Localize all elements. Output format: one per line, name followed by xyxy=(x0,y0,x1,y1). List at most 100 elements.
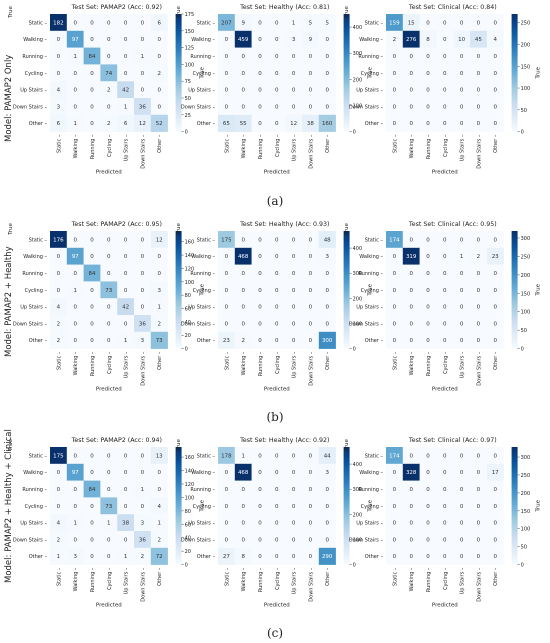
heatmap-cell xyxy=(402,447,420,465)
y-tick-label: Cycling – xyxy=(361,288,384,294)
cell-value: 0 xyxy=(393,88,397,94)
x-tick-label: Static – xyxy=(392,351,398,370)
heatmap-cell xyxy=(100,480,118,498)
x-tick-label: Other – xyxy=(493,567,499,586)
heatmap-cell xyxy=(251,47,269,65)
cell-value: 0 xyxy=(409,521,413,527)
cell-value: 65 xyxy=(223,121,230,127)
cell-value: 0 xyxy=(292,104,296,110)
heatmap-cell xyxy=(150,247,168,265)
x-tick-label: Walking – xyxy=(73,351,79,375)
colorbar-tick-label: 250 xyxy=(521,473,531,479)
cell-value: 0 xyxy=(409,104,413,110)
cell-value: 0 xyxy=(426,321,430,327)
cell-value: 0 xyxy=(57,271,61,277)
heatmap-cell xyxy=(251,281,269,299)
heatmap-cell xyxy=(251,315,269,333)
cell-value: 0 xyxy=(409,487,413,493)
heatmap-cell xyxy=(318,514,336,532)
colorbar-tick-label: 0 xyxy=(353,563,356,569)
cell-value: 0 xyxy=(241,104,245,110)
x-axis-label: Predicted xyxy=(96,387,122,393)
cell-value: 0 xyxy=(493,537,497,543)
cell-value: 0 xyxy=(477,271,481,277)
x-tick-label: Up Stairs – xyxy=(460,351,466,378)
cm-1-1: Test Set: Healthy (Acc: 0.93) 175 0 0 0 0 0 48 0… xyxy=(176,221,374,393)
x-axis-label: Predicted xyxy=(432,170,458,176)
colorbar-tick-label: 200 xyxy=(521,273,531,279)
heatmap-cell xyxy=(285,98,303,116)
heatmap-cell xyxy=(402,315,420,333)
cell-value: 0 xyxy=(73,237,77,243)
cell-value: 0 xyxy=(443,504,447,510)
cell-value: 2 xyxy=(141,554,145,560)
heatmap-cell xyxy=(150,64,168,82)
cell-value: 0 xyxy=(107,487,111,493)
x-tick-label: Walking – xyxy=(241,567,247,591)
heatmap-cell xyxy=(134,298,152,316)
heatmap-cell xyxy=(285,247,303,265)
cell-value: 97 xyxy=(72,254,79,260)
x-tick-label: Running – xyxy=(258,134,264,159)
cell-value: 0 xyxy=(493,338,497,344)
heatmap-cell xyxy=(251,447,269,465)
cell-value: 175 xyxy=(53,453,64,459)
heatmap-cell xyxy=(453,64,471,82)
cell-value: 1 xyxy=(141,54,145,60)
heatmap-cell xyxy=(218,480,236,498)
cell-value: 74 xyxy=(105,71,112,77)
y-tick-label: Up Stairs – xyxy=(188,305,215,311)
cell-value: 174 xyxy=(389,237,400,243)
y-tick-label: Running – xyxy=(22,54,47,60)
heatmap-cell xyxy=(117,298,135,316)
cell-value: 0 xyxy=(325,321,329,327)
heatmap-cell xyxy=(402,331,420,349)
heatmap-cell xyxy=(486,531,504,549)
x-axis-label: Predicted xyxy=(432,603,458,609)
cell-value: 4 xyxy=(57,305,61,311)
cell-value: 5 xyxy=(309,20,313,26)
cell-value: 0 xyxy=(309,554,313,560)
heatmap-cell xyxy=(66,247,84,265)
cell-value: 0 xyxy=(443,271,447,277)
colorbar-tick-label: 120 xyxy=(185,266,195,272)
heatmap-cell xyxy=(218,64,236,82)
cell-value: 0 xyxy=(90,338,94,344)
heatmap-cell xyxy=(50,514,68,532)
heatmap-cell xyxy=(302,231,320,249)
heatmap-cell xyxy=(419,231,437,249)
heatmap-cell xyxy=(436,531,454,549)
heatmap-cell xyxy=(218,447,236,465)
heatmap-cell xyxy=(218,531,236,549)
y-tick-label: Other – xyxy=(197,338,216,344)
x-tick-label: Other – xyxy=(157,134,163,153)
heatmap-cell xyxy=(285,497,303,515)
colorbar-tick-label: 150 xyxy=(521,509,531,515)
heatmap-cell xyxy=(268,114,286,132)
cell-value: 0 xyxy=(107,20,111,26)
cell-value: 0 xyxy=(409,554,413,560)
heatmap-cell xyxy=(386,81,404,99)
y-tick-label: Cycling – xyxy=(25,71,48,77)
y-tick-label: Up Stairs – xyxy=(188,521,215,527)
heatmap-cell xyxy=(386,547,404,565)
heatmap-cell xyxy=(66,497,84,515)
panel-label-c: (c) xyxy=(266,626,284,640)
cell-value: 0 xyxy=(225,487,229,493)
cell-value: 2 xyxy=(157,321,161,327)
heatmap-cell xyxy=(83,298,101,316)
colorbar-tick-label: 100 xyxy=(353,103,363,109)
cell-value: 15 xyxy=(408,20,415,26)
cell-value: 0 xyxy=(477,54,481,60)
cell-value: 0 xyxy=(258,288,262,294)
colorbar-label: True xyxy=(536,66,542,79)
cell-value: 0 xyxy=(57,37,61,43)
cell-value: 0 xyxy=(409,288,413,294)
cell-value: 0 xyxy=(73,20,77,26)
cell-value: 0 xyxy=(57,487,61,493)
heatmap-cell xyxy=(83,547,101,565)
heatmap-cell xyxy=(251,298,269,316)
cell-value: 0 xyxy=(460,521,464,527)
cell-value: 0 xyxy=(409,88,413,94)
heatmap-cell xyxy=(486,47,504,65)
